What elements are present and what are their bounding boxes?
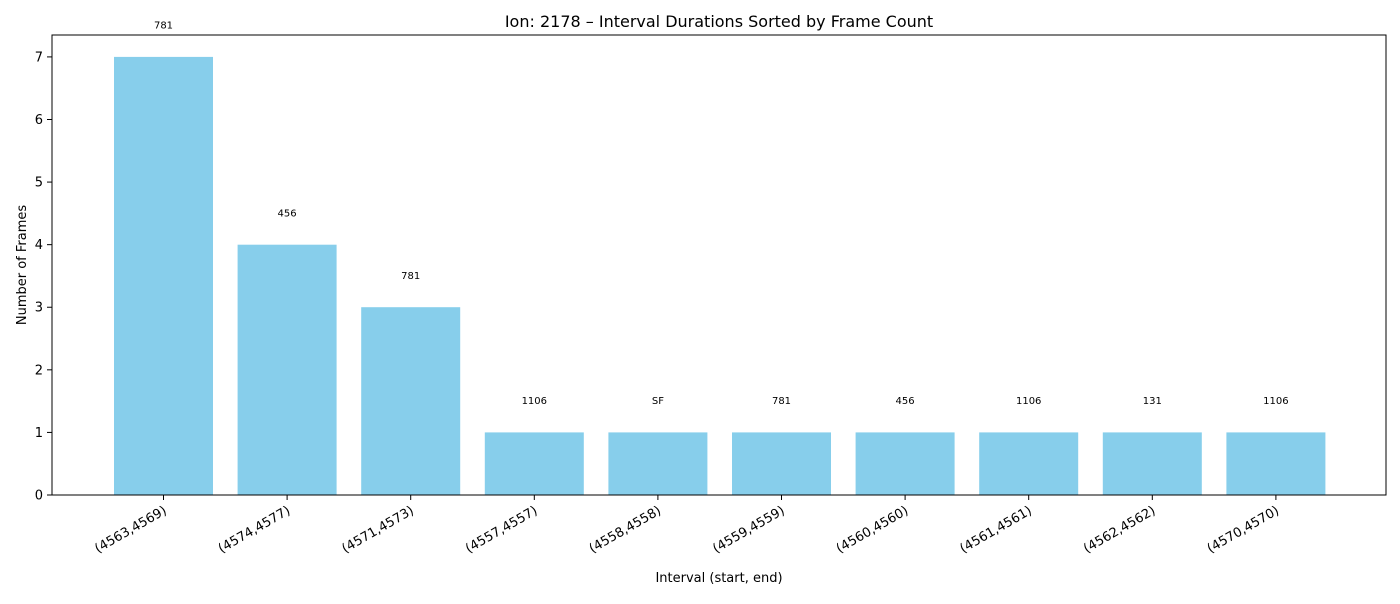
y-axis-label: Number of Frames xyxy=(15,205,30,326)
bar-label-2: 456 xyxy=(278,208,297,219)
y-tick-label-7: 7 xyxy=(35,50,43,65)
y-tick-label-1: 1 xyxy=(35,426,43,441)
y-tick-label-0: 0 xyxy=(35,489,43,504)
bar-2 xyxy=(237,244,337,495)
x-tick-label-8: (4561,4561) xyxy=(958,503,1035,556)
bar-label-4: 1106 xyxy=(522,396,547,407)
y-tick-label-6: 6 xyxy=(35,113,43,128)
y-tick-label-5: 5 xyxy=(35,176,43,191)
bar-5 xyxy=(608,432,708,495)
y-tick-label-3: 3 xyxy=(35,301,43,316)
bar-label-7: 456 xyxy=(896,396,915,407)
bar-label-1: 781 xyxy=(154,21,173,32)
bar-label-9: 131 xyxy=(1143,396,1162,407)
y-tick-label-2: 2 xyxy=(35,363,43,378)
bar-4 xyxy=(484,432,584,495)
bar-6 xyxy=(732,432,831,495)
x-tick-label-2: (4574,4577) xyxy=(216,503,293,556)
bar-label-10: 1106 xyxy=(1263,396,1288,407)
bar-9 xyxy=(1102,432,1202,495)
bar-7 xyxy=(855,432,955,495)
axes-frame xyxy=(51,34,1387,496)
bar-8 xyxy=(979,432,1079,495)
bar-3 xyxy=(361,307,461,495)
x-tick-label-6: (4559,4559) xyxy=(710,503,787,556)
bar-1 xyxy=(114,56,213,496)
chart-title: Ion: 2178 – Interval Durations Sorted by… xyxy=(505,12,933,31)
x-axis-label: Interval (start, end) xyxy=(655,571,782,586)
y-tick-label-4: 4 xyxy=(35,238,43,253)
x-tick-label-4: (4557,4557) xyxy=(463,503,540,556)
x-tick-label-9: (4562,4562) xyxy=(1081,503,1158,556)
bar-10 xyxy=(1226,432,1326,495)
x-tick-label-3: (4571,4573) xyxy=(340,503,417,556)
bar-label-5: SF xyxy=(652,396,664,407)
x-tick-label-7: (4560,4560) xyxy=(834,503,911,556)
x-tick-label-5: (4558,4558) xyxy=(587,503,664,556)
bar-label-6: 781 xyxy=(772,396,791,407)
x-tick-label-1: (4563,4569) xyxy=(92,503,169,556)
bar-label-8: 1106 xyxy=(1016,396,1041,407)
x-tick-label-10: (4570,4570) xyxy=(1205,503,1282,556)
bar-label-3: 781 xyxy=(401,271,420,282)
